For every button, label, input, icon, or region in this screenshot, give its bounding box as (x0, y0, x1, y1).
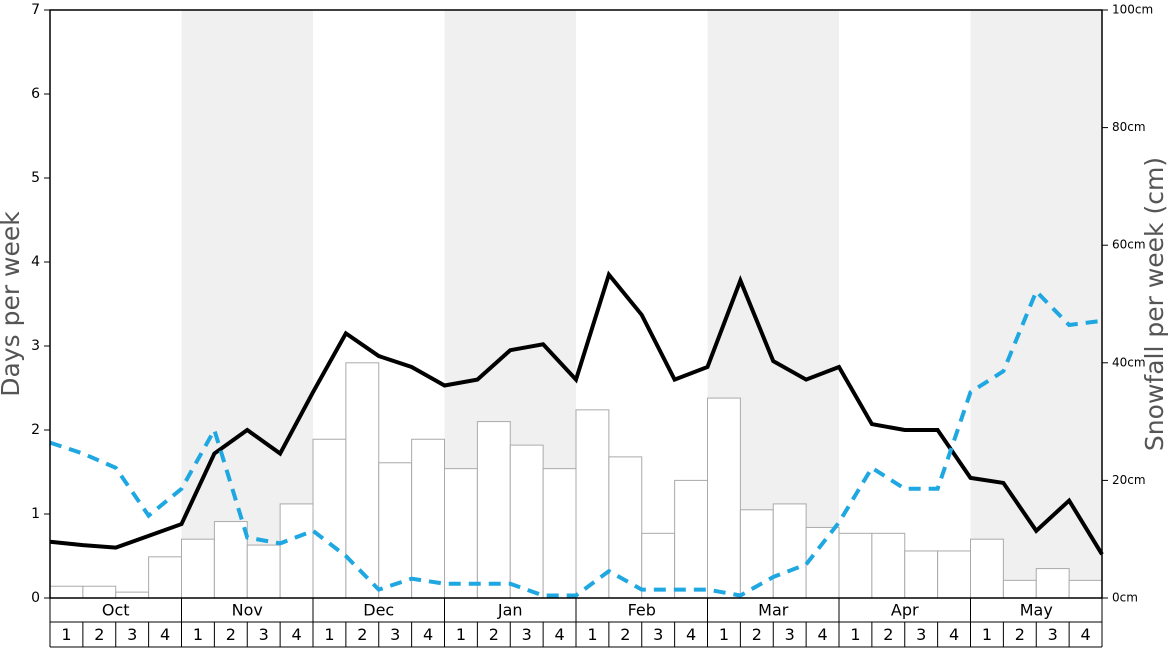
week-label: 1 (193, 625, 203, 644)
bar (148, 556, 182, 599)
week-label: 4 (291, 625, 301, 644)
month-label: Nov (232, 601, 263, 620)
week-label: 2 (1015, 625, 1025, 644)
bar (213, 521, 248, 599)
week-label: 1 (456, 625, 466, 644)
bar (444, 468, 478, 599)
week-label: 1 (982, 625, 992, 644)
week-label: 2 (752, 625, 762, 644)
bar (115, 591, 150, 599)
week-label: 4 (1080, 625, 1090, 644)
y-axis-title: Days per week (0, 211, 25, 397)
week-label: 3 (1048, 625, 1058, 644)
y2-axis-title: Snowfall per week (cm) (1140, 157, 1168, 451)
month-shade (970, 10, 1102, 598)
line-series (49, 270, 1104, 556)
bar (805, 526, 840, 599)
y2-tick-label: 20cm (1112, 473, 1146, 487)
month-label: Dec (363, 601, 394, 620)
bar (772, 503, 807, 599)
y-tick-label: 3 (31, 338, 40, 354)
bar (608, 456, 643, 599)
bar (1068, 579, 1103, 599)
week-label: 3 (785, 625, 795, 644)
week-label: 3 (390, 625, 400, 644)
week-label: 2 (357, 625, 367, 644)
week-label: 4 (686, 625, 696, 644)
bar (312, 438, 347, 599)
month-shade (181, 10, 313, 598)
y-tick-label: 4 (31, 254, 40, 270)
y2-tick-label: 40cm (1112, 355, 1146, 369)
week-label: 3 (127, 625, 137, 644)
y-tick-label: 0 (31, 590, 40, 606)
week-label: 4 (949, 625, 959, 644)
week-label: 3 (522, 625, 532, 644)
bar (575, 409, 610, 599)
week-label: 4 (554, 625, 564, 644)
week-label: 4 (160, 625, 170, 644)
week-label: 2 (226, 625, 236, 644)
week-label: 2 (883, 625, 893, 644)
bar (476, 421, 511, 599)
month-label: Jan (497, 601, 523, 620)
y-tick-label: 7 (31, 2, 40, 18)
week-label: 1 (61, 625, 71, 644)
bar (279, 503, 314, 599)
week-label: 1 (850, 625, 860, 644)
bar (82, 585, 117, 599)
month-label: Mar (758, 601, 789, 620)
bar (246, 544, 281, 599)
bar (49, 585, 84, 599)
month-label: May (1020, 601, 1053, 620)
week-label: 1 (324, 625, 334, 644)
bar (970, 538, 1004, 599)
week-label: 1 (587, 625, 597, 644)
bar (509, 444, 544, 599)
bar (378, 462, 413, 599)
y-tick-label: 2 (31, 422, 40, 438)
bar (707, 397, 741, 599)
bar (1002, 579, 1037, 599)
week-label: 1 (719, 625, 729, 644)
y-tick-label: 1 (31, 506, 40, 522)
y2-tick-label: 80cm (1112, 120, 1146, 134)
bar (1035, 568, 1070, 599)
y2-tick-label: 100cm (1112, 3, 1153, 17)
y-tick-label: 5 (31, 170, 40, 186)
month-label: Feb (628, 601, 656, 620)
bar (904, 550, 939, 599)
y2-tick-label: 60cm (1112, 238, 1146, 252)
week-label: 2 (94, 625, 104, 644)
week-label: 2 (620, 625, 630, 644)
bar (871, 532, 906, 599)
bar (411, 438, 445, 599)
y2-tick-label: 0cm (1112, 591, 1138, 605)
week-label: 2 (489, 625, 499, 644)
week-label: 4 (423, 625, 433, 644)
week-label: 4 (817, 625, 827, 644)
week-label: 3 (653, 625, 663, 644)
month-label: Oct (102, 601, 130, 620)
bar (838, 532, 873, 599)
week-label: 3 (916, 625, 926, 644)
week-label: 3 (259, 625, 269, 644)
line-series (49, 287, 1103, 598)
y-tick-label: 6 (31, 86, 40, 102)
bar (181, 538, 215, 599)
bar (674, 479, 708, 599)
bar (937, 550, 971, 599)
bar (542, 468, 577, 599)
month-label: Apr (891, 601, 919, 620)
